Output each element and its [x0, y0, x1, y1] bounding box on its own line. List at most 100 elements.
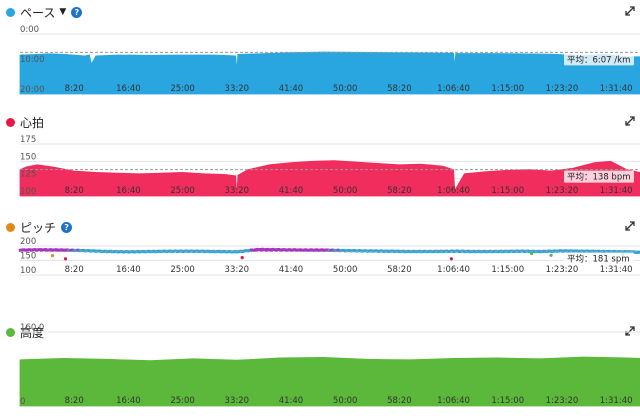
expand-icon[interactable]	[625, 116, 635, 126]
cadence-point	[568, 249, 571, 253]
cadence-point	[118, 250, 122, 254]
cadence-point	[264, 248, 268, 252]
average-label: 平均：181 spm	[567, 254, 630, 265]
heart-rate-label: 心拍	[20, 115, 45, 130]
cadence-point	[121, 250, 125, 254]
cadence-point	[280, 248, 284, 252]
cadence-point	[329, 248, 333, 252]
cadence-point	[255, 247, 259, 251]
cadence-point	[306, 248, 309, 252]
cadence-point	[637, 250, 640, 254]
cadence-outlier-point	[530, 251, 534, 256]
cadence-point	[407, 249, 411, 253]
cadence-point	[147, 249, 151, 253]
cadence-point	[286, 248, 290, 252]
cadence-point	[288, 248, 291, 252]
cadence-point	[548, 249, 552, 253]
cadence-point	[289, 248, 293, 252]
heart-rate-panel: 心拍 平均：138 bpm 175 150 125 100 8:20 16:40 25:00 3…	[0, 114, 640, 202]
cadence-point	[325, 248, 329, 252]
cadence-point	[253, 248, 257, 252]
expand-icon[interactable]	[625, 221, 635, 231]
help-icon[interactable]: ?	[61, 221, 73, 233]
x-tick-label: 50:00	[333, 265, 358, 275]
cadence-point	[275, 248, 279, 252]
y-tick-label: 0:00	[20, 25, 39, 35]
y-tick-label: 175	[20, 135, 36, 145]
cadence-point	[260, 247, 264, 251]
cadence-point	[64, 248, 67, 252]
elevation-chart: 160.0 0 8:20 16:40 25:00 33:20 41:40 50:00 58:20…	[19, 323, 640, 407]
cadence-point	[517, 250, 521, 253]
cadence-point	[432, 250, 436, 253]
cadence-point	[302, 248, 306, 252]
caret-down-icon[interactable]: ▼	[59, 7, 67, 17]
average-label-bg	[564, 53, 634, 66]
cadence-point	[437, 249, 441, 253]
cadence-point	[250, 248, 253, 252]
cadence-point	[562, 249, 566, 253]
cadence-point	[152, 249, 156, 253]
cadence-point	[244, 249, 248, 253]
x-tick-label: 1:06:40	[437, 84, 470, 94]
cadence-point	[502, 249, 506, 253]
cadence-point	[398, 250, 402, 254]
pace-dot	[6, 7, 15, 17]
y-tick-label: 160.0	[20, 323, 44, 333]
cadence-point	[463, 250, 467, 254]
x-tick-label: 16:40	[116, 186, 141, 196]
average-label: 平均：6:07 /km	[567, 54, 630, 65]
cadence-point	[51, 248, 55, 252]
y-tick-label: 200	[20, 237, 36, 247]
cadence-point	[45, 248, 49, 252]
cadence-point	[515, 249, 519, 253]
cadence-outlier-point	[240, 256, 244, 260]
cadence-point	[521, 249, 524, 253]
cadence-point	[564, 249, 568, 253]
heart-rate-title: 心拍	[6, 114, 44, 130]
cadence-point	[392, 250, 396, 253]
cadence-point	[278, 248, 282, 252]
cadence-point	[58, 248, 62, 252]
pace-label: ペース	[20, 5, 56, 20]
cadence-point	[340, 249, 344, 252]
cadence-point	[456, 249, 459, 253]
y-tick-label: 20:00	[20, 85, 45, 95]
x-tick-label: 58:20	[387, 84, 412, 94]
cadence-point	[29, 248, 33, 252]
cadence-point	[582, 250, 586, 253]
cadence-point	[222, 249, 226, 253]
cadence-point	[47, 248, 51, 252]
cadence-point	[35, 248, 39, 252]
cadence-point	[166, 249, 170, 253]
cadence-point	[168, 249, 172, 253]
cadence-point	[316, 248, 320, 252]
cadence-point	[82, 248, 85, 252]
cadence-point	[163, 249, 167, 253]
cadence-point	[179, 249, 183, 253]
cadence-point	[311, 248, 315, 252]
cadence-point	[18, 248, 22, 252]
cadence-point	[307, 248, 311, 252]
cadence-point	[327, 248, 331, 252]
cadence-point	[60, 248, 64, 252]
pace-chart: 平均：6:07 /km 0:00 10:00 20:00 8:20 16:40 25:00 3…	[19, 25, 640, 95]
pace-title[interactable]: ペース ▼ ?	[6, 4, 83, 20]
cadence-point	[315, 248, 319, 252]
cadence-point	[586, 249, 589, 253]
y-tick-label: 100	[20, 266, 36, 276]
cadence-point	[112, 250, 116, 254]
cadence-point	[31, 248, 35, 252]
cadence-point	[313, 248, 317, 252]
x-tick-label: 16:40	[116, 84, 141, 94]
cadence-point	[190, 249, 194, 253]
expand-icon[interactable]	[625, 6, 635, 16]
y-tick-label: 100	[20, 187, 36, 197]
cadence-point	[324, 248, 328, 252]
help-icon[interactable]: ?	[71, 6, 83, 18]
cadence-point	[477, 249, 481, 253]
cadence-point	[295, 248, 299, 252]
cadence-point	[228, 250, 232, 253]
cadence-point	[421, 250, 425, 253]
cadence-point	[174, 249, 178, 253]
